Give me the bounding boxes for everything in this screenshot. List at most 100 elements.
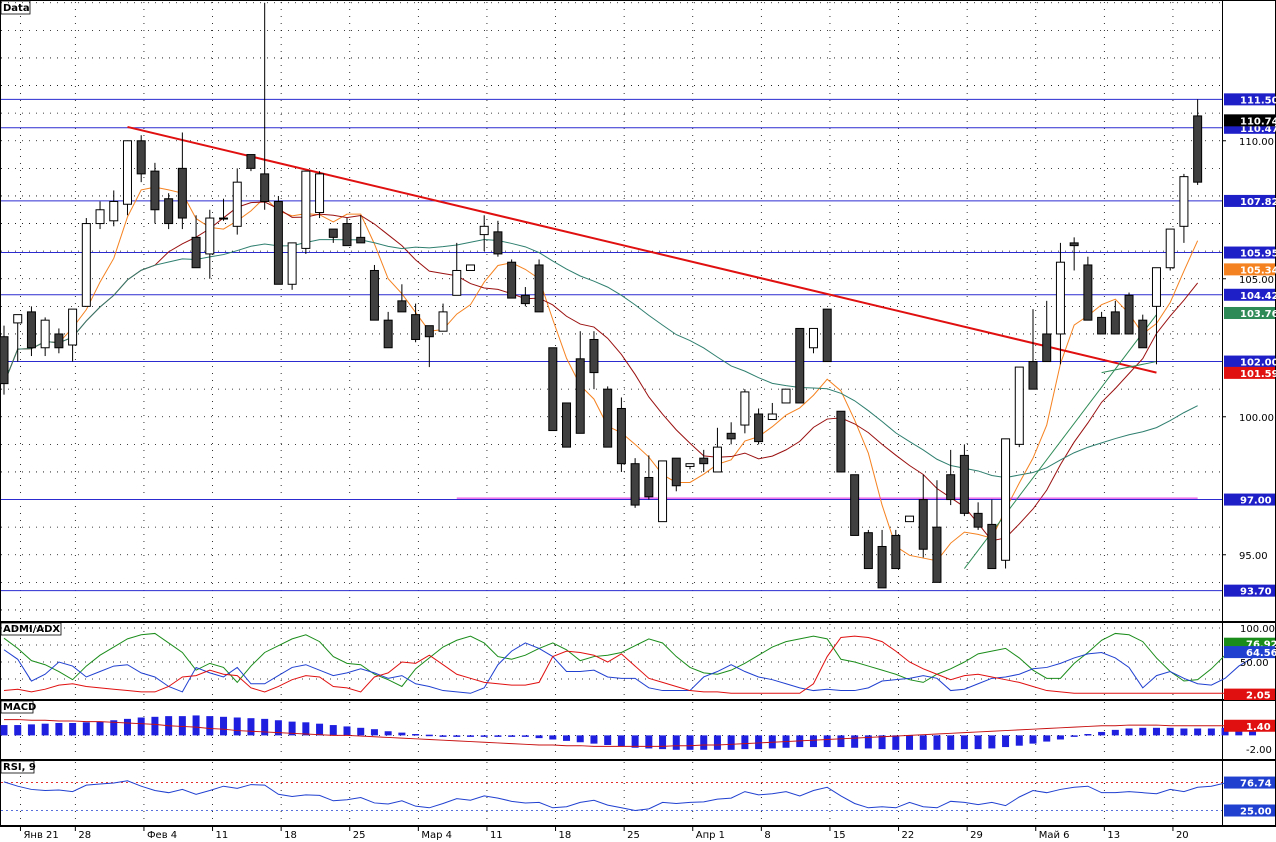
- candle: [356, 215, 366, 244]
- candle-body: [191, 236, 201, 269]
- candle-body: [1124, 294, 1134, 335]
- macd-bar: [316, 723, 324, 736]
- candle-body: [987, 523, 997, 570]
- macd-bar: [178, 716, 186, 736]
- candle: [342, 218, 352, 247]
- macd-bar: [466, 735, 474, 737]
- price-tick-label: 110.00: [1239, 137, 1274, 148]
- macd-bar: [69, 723, 77, 736]
- level-badge: 104.42: [1240, 291, 1276, 302]
- candle: [479, 215, 489, 252]
- macd-bar: [878, 735, 886, 750]
- candle-body: [54, 333, 64, 349]
- x-tick-label: 25: [627, 830, 640, 841]
- panel-title-box: [0, 0, 31, 15]
- candle-body: [40, 319, 50, 349]
- adx-badge-box: [1224, 646, 1275, 659]
- candle-body: [932, 526, 942, 583]
- level-badge-box: [1224, 355, 1275, 368]
- candle-body: [150, 170, 160, 211]
- level-badge-box: [1224, 246, 1275, 259]
- candle: [424, 325, 434, 368]
- candle: [95, 201, 105, 230]
- rsi-badge: 25.00: [1240, 807, 1272, 818]
- macd-bar: [645, 735, 653, 749]
- x-tick-label: 29: [970, 830, 983, 841]
- candle: [548, 347, 558, 432]
- candle-body: [369, 269, 379, 321]
- indicator-badge-box: [1224, 306, 1275, 319]
- macd-bar: [439, 735, 447, 737]
- trendline: [964, 314, 1157, 569]
- candle-body: [918, 499, 928, 550]
- macd-bar: [110, 720, 118, 736]
- candle: [1001, 438, 1011, 569]
- indicator-badge: 103.76: [1240, 309, 1276, 320]
- candle: [452, 242, 462, 296]
- macd-bar: [933, 735, 941, 750]
- candle: [918, 474, 928, 558]
- candle: [603, 386, 613, 448]
- candle-body: [808, 327, 818, 349]
- panel-title-box: [0, 700, 34, 714]
- macd-bar: [741, 735, 749, 750]
- rsi-badge-box: [1224, 804, 1275, 817]
- candle-body: [356, 236, 366, 244]
- candle-body: [287, 242, 297, 285]
- macd-bar: [809, 735, 817, 748]
- macd-bar: [508, 735, 516, 737]
- candle: [369, 264, 379, 321]
- candle-body: [0, 336, 9, 385]
- candle: [630, 458, 640, 508]
- panel-frame: [0, 700, 1276, 760]
- panel-title: RSI, 9: [3, 762, 36, 773]
- candle: [81, 218, 91, 307]
- candle-body: [1083, 264, 1093, 321]
- macd-bar: [1043, 735, 1051, 742]
- candle-body: [959, 454, 969, 514]
- candle: [712, 427, 722, 473]
- adx-badge: 76.92: [1246, 640, 1276, 651]
- macd-bar: [206, 716, 214, 736]
- macd-bar: [384, 731, 392, 736]
- macd-bar: [96, 721, 104, 736]
- candle: [26, 306, 36, 357]
- candle-body: [685, 463, 695, 467]
- candle: [891, 529, 901, 570]
- candle: [273, 195, 283, 285]
- candle: [493, 220, 503, 257]
- candle: [589, 331, 599, 390]
- candle: [1042, 300, 1052, 363]
- macd-badge: 1.40: [1246, 722, 1271, 733]
- candle: [1151, 267, 1161, 365]
- candle-body: [493, 231, 503, 255]
- candle-body: [1097, 316, 1107, 335]
- candle-body: [219, 217, 229, 220]
- indicator-badge-box: [1224, 263, 1275, 276]
- panel-title-box: [0, 760, 35, 774]
- macd-bar: [1002, 735, 1010, 748]
- candle: [260, 2, 270, 210]
- macd-bar: [1194, 728, 1202, 736]
- candle-body: [465, 264, 475, 271]
- candle: [54, 328, 64, 354]
- macd-bar: [974, 735, 982, 750]
- macd-bar: [837, 735, 845, 748]
- x-tick-label: Фев 4: [147, 830, 177, 841]
- candle: [946, 449, 956, 506]
- candle-body: [383, 319, 393, 349]
- candle: [205, 209, 215, 279]
- candle-body: [136, 140, 146, 175]
- candle-body: [699, 457, 709, 465]
- x-tick-label: 20: [1176, 830, 1189, 841]
- candle-body: [630, 463, 640, 506]
- adx-tick-label: 100.00: [1240, 624, 1275, 635]
- macd-bar: [535, 735, 543, 739]
- candle: [1124, 292, 1134, 335]
- macd-bar: [851, 735, 859, 748]
- macd-bar: [27, 724, 35, 736]
- x-tick-label: Янв 21: [23, 830, 58, 841]
- price-tick-label: 100.00: [1239, 413, 1274, 424]
- candle-body: [1165, 228, 1175, 269]
- level-badge: 102.00: [1240, 358, 1276, 369]
